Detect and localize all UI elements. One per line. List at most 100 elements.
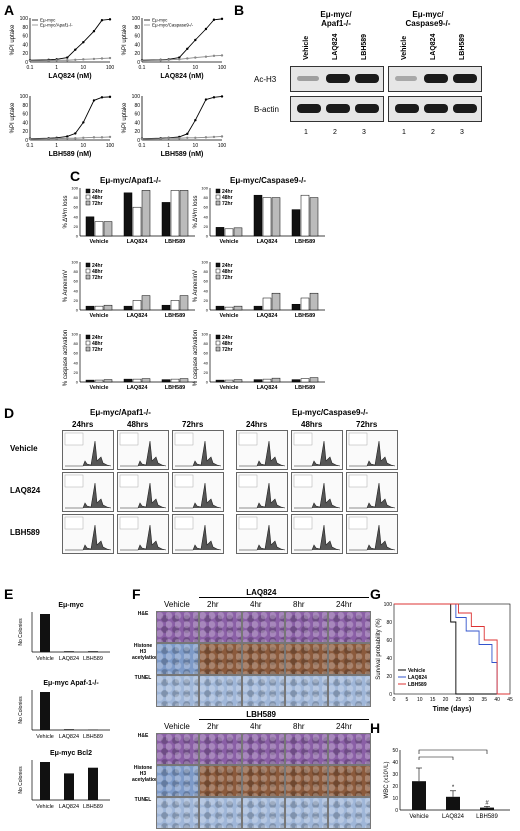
- bar: [215, 227, 225, 237]
- bar: [224, 228, 234, 237]
- data-point: [66, 56, 69, 59]
- category-label: Vehicle: [90, 385, 109, 391]
- y-axis-label: Survival probability (%): [376, 618, 382, 679]
- y-tick-label: 20: [134, 129, 140, 135]
- blot-b-actin-apaf1: [290, 96, 384, 122]
- data-point: [28, 59, 32, 62]
- x-tick-label: 35: [481, 697, 487, 703]
- panel-label-h: H: [370, 720, 381, 736]
- y-tick-label: 60: [74, 351, 79, 356]
- stats-box: [293, 516, 313, 530]
- y-tick-label: 60: [22, 112, 28, 118]
- x-tick-label: 10: [417, 697, 423, 703]
- time-label: 72hrs: [356, 420, 378, 429]
- x-tick-label: 30: [469, 697, 475, 703]
- bar: [170, 378, 180, 383]
- histogram-cell: [346, 514, 398, 554]
- y-tick-label: 0: [76, 234, 79, 239]
- data-point: [100, 19, 104, 22]
- legend-label: 24hr: [222, 263, 233, 269]
- bar: [123, 305, 133, 311]
- panel-label-g: G: [370, 586, 381, 602]
- histogram: [174, 432, 222, 467]
- significance-mark: *: [452, 785, 455, 791]
- y-tick-label: 100: [384, 602, 393, 608]
- data-point: [220, 95, 224, 98]
- x-axis-label: LBH589 (nM): [161, 151, 204, 158]
- histogram: [64, 432, 112, 467]
- bar: [271, 197, 281, 237]
- legend-swatch: [215, 194, 221, 200]
- legend-label: Eμ-myc/Apaf1-/-: [40, 23, 73, 28]
- tissue-image: [156, 797, 199, 829]
- row-label: Histone H3 acetylation: [132, 765, 159, 783]
- blot-ac-h3-caspase9: [388, 66, 482, 92]
- tissue-image: [285, 733, 328, 765]
- histogram-trace: [120, 482, 167, 509]
- legend-label: Eμ-myc: [152, 18, 168, 23]
- bar: [132, 300, 142, 311]
- comparison-bracket: [418, 756, 454, 760]
- data-point: [194, 38, 197, 42]
- category-label: LAQ824: [257, 239, 279, 245]
- category-label: Vehicle: [220, 385, 239, 391]
- y-tick-label: 60: [204, 205, 209, 210]
- legend-swatch: [85, 340, 91, 346]
- data-point: [178, 56, 181, 59]
- data-point: [186, 47, 189, 50]
- histogram: [64, 474, 112, 509]
- y-tick-label: 80: [22, 25, 28, 31]
- y-tick-label: 40: [204, 214, 209, 219]
- bar: [94, 221, 104, 237]
- x-tick-label: 1: [167, 65, 170, 71]
- histogram-trace: [349, 524, 396, 551]
- time-column-label: 2hr: [207, 722, 219, 731]
- tissue-image: [199, 765, 242, 797]
- category-label: LAQ824: [127, 385, 149, 391]
- tissue-image: [285, 675, 328, 707]
- x-tick-label: 1: [167, 143, 170, 149]
- y-tick-label: 20: [204, 224, 209, 229]
- category-label: LBH589: [295, 313, 315, 319]
- histogram-cell: [346, 472, 398, 512]
- tissue-image: [199, 797, 242, 829]
- category-label: Vehicle: [36, 656, 54, 662]
- y-tick-label: 40: [74, 360, 79, 365]
- bar: [132, 206, 142, 237]
- bar: [253, 305, 263, 311]
- category-label: Vehicle: [90, 313, 109, 319]
- lane-number: 2: [431, 129, 435, 136]
- category-label: LBH589: [83, 656, 103, 662]
- y-tick-label: 40: [74, 214, 79, 219]
- y-tick-label: 0: [76, 380, 79, 385]
- bar: [123, 192, 133, 237]
- histogram: [348, 432, 396, 467]
- legend-swatch: [85, 262, 91, 268]
- histogram-trace: [120, 440, 167, 467]
- x-tick-label: 25: [456, 697, 462, 703]
- bar: [141, 378, 151, 383]
- panel-d-title-caspase9: Eμ-myc/Caspase9-/-: [292, 408, 369, 417]
- category-label: Vehicle: [90, 239, 109, 245]
- data-point: [186, 57, 189, 60]
- y-tick-label: 60: [134, 34, 140, 40]
- histogram: [293, 474, 341, 509]
- histogram-trace: [175, 482, 222, 509]
- histogram-cell: [291, 514, 343, 554]
- legend-swatch: [215, 268, 221, 274]
- y-tick-label: 100: [132, 16, 141, 22]
- data-point: [92, 136, 96, 139]
- tissue-image: [199, 675, 242, 707]
- y-axis-label: % ΔΨm loss: [193, 195, 199, 228]
- bar: [309, 377, 319, 383]
- legend-swatch: [85, 346, 91, 352]
- bar: [309, 197, 319, 237]
- panel-label-a: A: [4, 2, 15, 18]
- y-axis-label: % caspase activation: [63, 330, 69, 386]
- histogram-cell: [291, 430, 343, 470]
- bar: [88, 651, 98, 652]
- stats-box: [238, 474, 258, 488]
- y-tick-label: 80: [74, 269, 79, 274]
- x-axis-label: Time (days): [433, 706, 472, 713]
- legend-swatch: [215, 200, 221, 206]
